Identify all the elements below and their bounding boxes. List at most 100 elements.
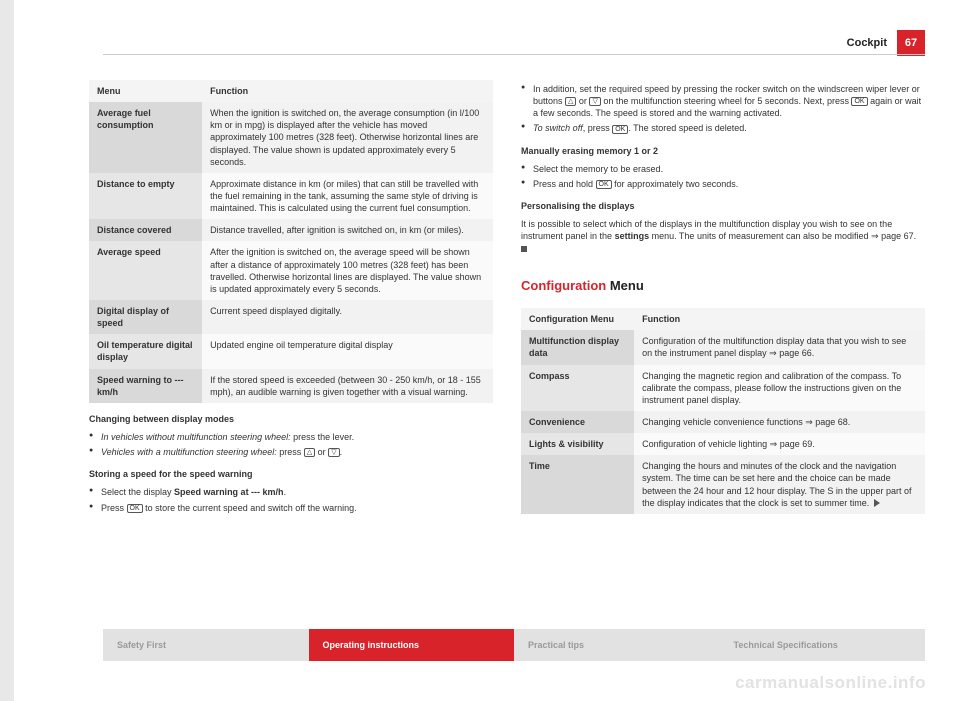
table-header: Function: [634, 308, 925, 330]
bullet-text: Select the display: [101, 487, 174, 497]
two-column-layout: Menu Function Average fuel consumptionWh…: [89, 80, 925, 517]
bullet-text: to store the current speed and switch of…: [143, 503, 357, 513]
table-row: ConvenienceChanging vehicle convenience …: [521, 411, 925, 433]
row-desc: After the ignition is switched on, the a…: [202, 241, 493, 300]
row-desc: Changing the magnetic region and calibra…: [634, 365, 925, 411]
subheading: Storing a speed for the speed warning: [89, 468, 493, 480]
row-desc: Changing the hours and minutes of the cl…: [634, 455, 925, 514]
continue-marker-icon: [874, 499, 880, 507]
bullet-item: Vehicles with a multifunction steering w…: [89, 446, 493, 458]
row-label: Multifunction display data: [521, 330, 634, 364]
table-row: Lights & visibilityConfiguration of vehi…: [521, 433, 925, 455]
row-label: Convenience: [521, 411, 634, 433]
bullet-text: Press and hold: [533, 179, 596, 189]
table-row: Speed warning to --- km/hIf the stored s…: [89, 369, 493, 403]
bullet-item: To switch off, press OK. The stored spee…: [521, 122, 925, 134]
row-desc: When the ignition is switched on, the av…: [202, 102, 493, 173]
bullet-item: Select the display Speed warning at --- …: [89, 486, 493, 498]
page-content: Cockpit 67 Menu Function Average fuel co…: [14, 0, 960, 701]
footer-tab-technical: Technical Specifications: [720, 629, 926, 661]
bullet-text: press: [277, 447, 304, 457]
heading-black: Menu: [606, 278, 644, 293]
page-number: 67: [897, 30, 925, 56]
ok-key-icon: OK: [127, 504, 143, 513]
bullet-text: or: [576, 96, 589, 106]
row-desc: Distance travelled, after ignition is sw…: [202, 219, 493, 241]
row-desc-text: Changing the hours and minutes of the cl…: [642, 461, 911, 507]
bullet-text: on the multifunction steering wheel for …: [601, 96, 852, 106]
table-header: Menu: [89, 80, 202, 102]
bullet-lead: To switch off: [533, 123, 583, 133]
bullet-item: Press and hold OK for approximately two …: [521, 178, 925, 190]
row-desc: If the stored speed is exceeded (between…: [202, 369, 493, 403]
row-desc: Approximate distance in km (or miles) th…: [202, 173, 493, 219]
row-desc: Configuration of the multifunction displ…: [634, 330, 925, 364]
left-border: [0, 0, 14, 701]
right-column: In addition, set the required speed by p…: [521, 80, 925, 517]
subheading: Personalising the displays: [521, 200, 925, 212]
bullet-item: Press OK to store the current speed and …: [89, 502, 493, 514]
table-row: Average speedAfter the ignition is switc…: [89, 241, 493, 300]
down-key-icon: ▽: [589, 97, 600, 106]
subheading: Changing between display modes: [89, 413, 493, 425]
row-label: Time: [521, 455, 634, 514]
row-desc: Changing vehicle convenience functions ⇒…: [634, 411, 925, 433]
bullet-item: In addition, set the required speed by p…: [521, 83, 925, 119]
config-menu-table: Configuration Menu Function Multifunctio…: [521, 308, 925, 514]
menu-function-table: Menu Function Average fuel consumptionWh…: [89, 80, 493, 403]
table-header: Function: [202, 80, 493, 102]
heading-red: Configuration: [521, 278, 606, 293]
ok-key-icon: OK: [612, 125, 628, 134]
para-bold: settings: [615, 231, 650, 241]
page-header: Cockpit 67: [89, 30, 925, 56]
row-label: Average speed: [89, 241, 202, 300]
table-header-row: Configuration Menu Function: [521, 308, 925, 330]
up-key-icon: △: [304, 448, 315, 457]
table-row: TimeChanging the hours and minutes of th…: [521, 455, 925, 514]
bullet-lead: In vehicles without multifunction steeri…: [101, 432, 291, 442]
end-marker-icon: [521, 246, 527, 252]
bullet-item: In vehicles without multifunction steeri…: [89, 431, 493, 443]
bullet-text: for approximately two seconds.: [612, 179, 739, 189]
bullet-text: or: [315, 447, 328, 457]
table-header-row: Menu Function: [89, 80, 493, 102]
table-header: Configuration Menu: [521, 308, 634, 330]
bullet-text: Select the memory to be erased.: [533, 164, 663, 174]
bullet-text: Press: [101, 503, 127, 513]
table-row: Distance to emptyApproximate distance in…: [89, 173, 493, 219]
bullet-text: , press: [583, 123, 613, 133]
subheading: Manually erasing memory 1 or 2: [521, 145, 925, 157]
row-desc: Configuration of vehicle lighting ⇒ page…: [634, 433, 925, 455]
bullet-bold: Speed warning at --- km/h: [174, 487, 284, 497]
watermark: carmanualsonline.info: [735, 673, 926, 693]
section-heading: Configuration Menu: [521, 277, 925, 295]
ok-key-icon: OK: [851, 97, 867, 106]
table-row: Oil temperature digital displayUpdated e…: [89, 334, 493, 368]
para-text: menu. The units of measurement can also …: [649, 231, 916, 241]
ok-key-icon: OK: [596, 180, 612, 189]
footer-tab-safety: Safety First: [103, 629, 309, 661]
section-title: Cockpit: [847, 30, 897, 56]
table-row: Multifunction display dataConfiguration …: [521, 330, 925, 364]
table-row: Average fuel consumptionWhen the ignitio…: [89, 102, 493, 173]
header-rule: [103, 54, 925, 55]
row-label: Average fuel consumption: [89, 102, 202, 173]
left-column: Menu Function Average fuel consumptionWh…: [89, 80, 493, 517]
bullet-text: . The stored speed is deleted.: [628, 123, 746, 133]
row-label: Lights & visibility: [521, 433, 634, 455]
down-key-icon: ▽: [328, 448, 339, 457]
bullet-item: Select the memory to be erased.: [521, 163, 925, 175]
footer-nav: Safety First Operating instructions Prac…: [103, 629, 925, 661]
bullet-text: press the lever.: [291, 432, 355, 442]
row-desc: Current speed displayed digitally.: [202, 300, 493, 334]
row-label: Oil temperature digital display: [89, 334, 202, 368]
up-key-icon: △: [565, 97, 576, 106]
footer-tab-practical: Practical tips: [514, 629, 720, 661]
row-desc: Updated engine oil temperature digital d…: [202, 334, 493, 368]
table-row: CompassChanging the magnetic region and …: [521, 365, 925, 411]
table-row: Digital display of speedCurrent speed di…: [89, 300, 493, 334]
row-label: Distance to empty: [89, 173, 202, 219]
bullet-lead: Vehicles with a multifunction steering w…: [101, 447, 277, 457]
row-label: Distance covered: [89, 219, 202, 241]
row-label: Compass: [521, 365, 634, 411]
